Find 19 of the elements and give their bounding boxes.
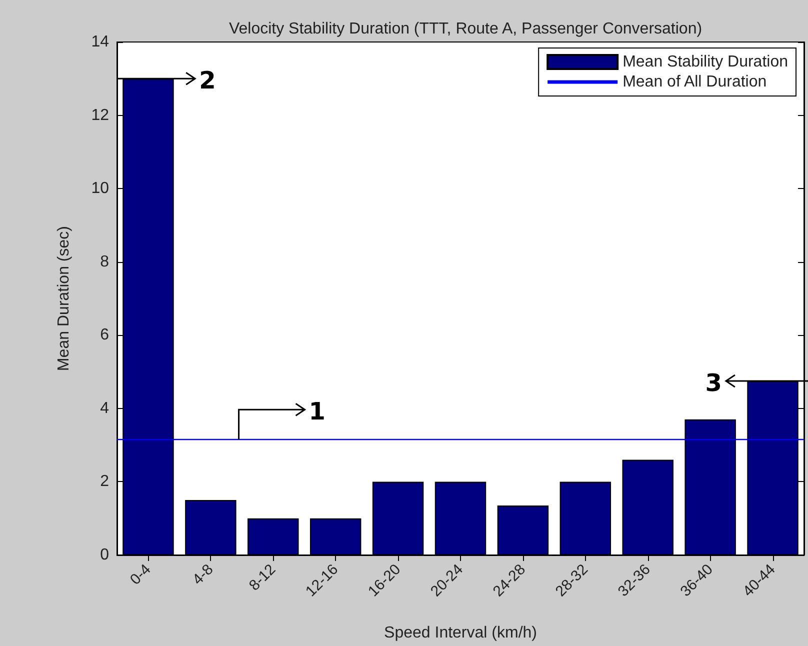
- x-tick-label: 8-12: [246, 560, 280, 594]
- y-tick-label: 6: [100, 326, 110, 344]
- chart-title: Velocity Stability Duration (TTT, Route A, Passenger Conversation): [228, 20, 702, 38]
- y-tick-label: 14: [91, 34, 110, 50]
- x-axis-title: Speed Interval (km/h): [384, 624, 537, 642]
- y-tick-label: 0: [100, 546, 110, 564]
- y-tick-label: 2: [100, 473, 110, 490]
- y-axis-title: Mean Duration (sec): [56, 226, 72, 371]
- x-tick-label: 4-8: [189, 560, 217, 588]
- annotation: 2: [199, 66, 216, 95]
- x-tick-label: 0-4: [126, 560, 154, 588]
- legend-label: Mean of All Duration: [622, 74, 767, 90]
- y-tick-label: 8: [100, 253, 110, 270]
- annotation: 1: [308, 398, 326, 426]
- annotation: 3: [705, 368, 722, 397]
- y-tick-label: 12: [91, 106, 110, 124]
- y-tick-label: 10: [91, 180, 110, 198]
- legend-label: Mean Stability Duration: [622, 54, 788, 70]
- y-tick-label: 4: [100, 400, 110, 417]
